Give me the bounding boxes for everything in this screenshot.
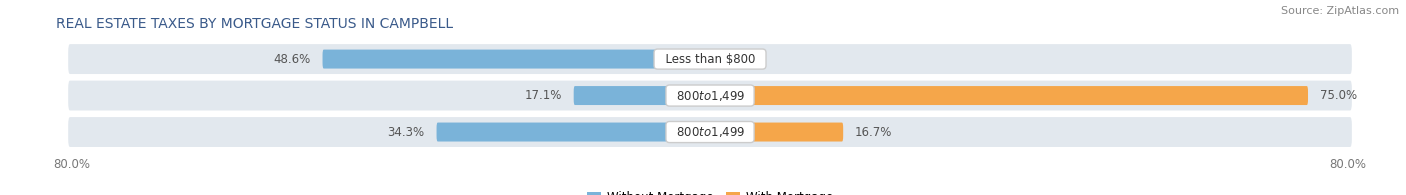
FancyBboxPatch shape [322, 50, 710, 69]
Text: 75.0%: 75.0% [1320, 89, 1357, 102]
FancyBboxPatch shape [710, 122, 844, 142]
FancyBboxPatch shape [69, 117, 1351, 147]
Text: REAL ESTATE TAXES BY MORTGAGE STATUS IN CAMPBELL: REAL ESTATE TAXES BY MORTGAGE STATUS IN … [56, 17, 453, 31]
Text: Less than $800: Less than $800 [658, 53, 762, 66]
FancyBboxPatch shape [710, 86, 1308, 105]
Legend: Without Mortgage, With Mortgage: Without Mortgage, With Mortgage [582, 186, 838, 195]
FancyBboxPatch shape [69, 81, 1351, 111]
Text: 0.0%: 0.0% [725, 53, 755, 66]
Text: $800 to $1,499: $800 to $1,499 [669, 89, 751, 103]
Text: Source: ZipAtlas.com: Source: ZipAtlas.com [1281, 6, 1399, 16]
Text: $800 to $1,499: $800 to $1,499 [669, 125, 751, 139]
Text: 48.6%: 48.6% [273, 53, 311, 66]
FancyBboxPatch shape [436, 122, 710, 142]
FancyBboxPatch shape [574, 86, 710, 105]
FancyBboxPatch shape [69, 44, 1351, 74]
Text: 16.7%: 16.7% [855, 126, 893, 138]
Text: 17.1%: 17.1% [524, 89, 562, 102]
Text: 34.3%: 34.3% [388, 126, 425, 138]
